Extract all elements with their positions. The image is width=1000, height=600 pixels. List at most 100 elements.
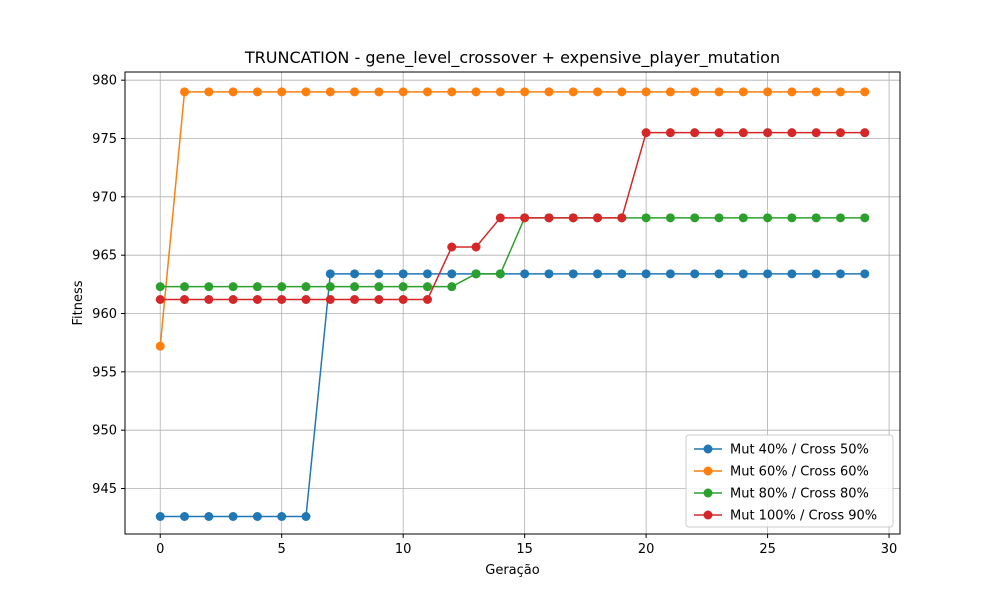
data-point bbox=[641, 128, 651, 138]
data-point bbox=[860, 87, 870, 97]
data-point bbox=[398, 282, 408, 292]
data-point bbox=[690, 87, 700, 97]
data-point bbox=[374, 87, 384, 97]
data-point bbox=[228, 282, 238, 292]
data-point bbox=[495, 87, 505, 97]
x-tick-label: 0 bbox=[156, 542, 164, 557]
series-2 bbox=[155, 87, 870, 351]
data-point bbox=[350, 269, 360, 279]
data-point bbox=[422, 295, 432, 304]
data-point bbox=[593, 87, 603, 97]
data-point bbox=[763, 269, 773, 279]
data-point bbox=[252, 295, 262, 304]
data-point bbox=[690, 269, 700, 279]
data-point bbox=[520, 87, 530, 97]
data-point bbox=[204, 512, 214, 521]
data-point bbox=[787, 213, 797, 223]
series-layer bbox=[155, 87, 870, 521]
data-point bbox=[763, 87, 773, 97]
data-point bbox=[277, 87, 287, 97]
y-tick-label: 980 bbox=[92, 74, 117, 89]
data-point bbox=[665, 213, 675, 223]
data-point bbox=[301, 295, 311, 304]
data-point bbox=[520, 213, 530, 223]
y-tick-label: 955 bbox=[92, 365, 117, 380]
chart-title: TRUNCATION - gene_level_crossover + expe… bbox=[244, 48, 780, 68]
data-point bbox=[641, 269, 651, 279]
data-point bbox=[568, 87, 578, 97]
data-point bbox=[811, 128, 821, 138]
data-point bbox=[641, 213, 651, 223]
y-tick-label: 960 bbox=[92, 307, 117, 322]
data-point bbox=[325, 295, 335, 304]
data-point bbox=[422, 282, 432, 292]
legend-label: Mut 40% / Cross 50% bbox=[730, 443, 869, 458]
y-axis-label: Fitness bbox=[71, 280, 86, 325]
data-point bbox=[835, 128, 845, 138]
data-point bbox=[835, 269, 845, 279]
legend-label: Mut 100% / Cross 90% bbox=[730, 509, 877, 524]
legend-marker bbox=[703, 466, 713, 476]
data-point bbox=[471, 242, 481, 252]
data-point bbox=[520, 269, 530, 279]
data-point bbox=[641, 87, 651, 97]
y-tick-label: 970 bbox=[92, 190, 117, 205]
data-point bbox=[738, 213, 748, 223]
data-point bbox=[617, 87, 627, 97]
data-point bbox=[325, 282, 335, 292]
data-point bbox=[835, 87, 845, 97]
data-point bbox=[714, 128, 724, 138]
data-point bbox=[204, 282, 214, 292]
data-point bbox=[252, 87, 262, 97]
legend-marker bbox=[703, 510, 713, 520]
data-point bbox=[204, 87, 214, 97]
legend-marker bbox=[703, 444, 713, 454]
data-point bbox=[252, 512, 262, 521]
data-point bbox=[690, 213, 700, 223]
data-point bbox=[180, 512, 190, 521]
data-point bbox=[811, 213, 821, 223]
data-point bbox=[277, 512, 287, 521]
data-point bbox=[350, 87, 360, 97]
legend: Mut 40% / Cross 50% Mut 60% / Cross 60% Mu… bbox=[685, 434, 894, 528]
data-point bbox=[155, 295, 165, 304]
legend-label: Mut 60% / Cross 60% bbox=[730, 465, 869, 480]
data-point bbox=[860, 128, 870, 138]
data-point bbox=[568, 269, 578, 279]
data-point bbox=[374, 269, 384, 279]
data-point bbox=[422, 87, 432, 97]
data-point bbox=[738, 128, 748, 138]
data-point bbox=[593, 213, 603, 223]
x-tick-label: 15 bbox=[516, 542, 533, 557]
data-point bbox=[471, 269, 481, 279]
data-point bbox=[787, 128, 797, 138]
y-tick-label: 975 bbox=[92, 132, 117, 147]
data-point bbox=[714, 87, 724, 97]
data-point bbox=[763, 128, 773, 138]
data-point bbox=[374, 295, 384, 304]
data-point bbox=[180, 282, 190, 292]
data-point bbox=[228, 87, 238, 97]
data-point bbox=[665, 128, 675, 138]
data-point bbox=[787, 269, 797, 279]
data-point bbox=[495, 213, 505, 223]
data-point bbox=[617, 269, 627, 279]
x-tick-label: 30 bbox=[881, 542, 898, 557]
data-point bbox=[301, 282, 311, 292]
series-4 bbox=[155, 128, 870, 304]
data-point bbox=[544, 213, 554, 223]
series-1 bbox=[155, 269, 870, 521]
data-point bbox=[593, 269, 603, 279]
data-point bbox=[495, 269, 505, 279]
data-point bbox=[738, 87, 748, 97]
data-point bbox=[374, 282, 384, 292]
data-point bbox=[180, 295, 190, 304]
legend-box bbox=[685, 434, 894, 528]
data-point bbox=[155, 341, 165, 351]
data-point bbox=[422, 269, 432, 279]
data-point bbox=[180, 87, 190, 97]
data-point bbox=[568, 213, 578, 223]
x-tick-label: 10 bbox=[395, 542, 412, 557]
y-tick-label: 965 bbox=[92, 249, 117, 264]
